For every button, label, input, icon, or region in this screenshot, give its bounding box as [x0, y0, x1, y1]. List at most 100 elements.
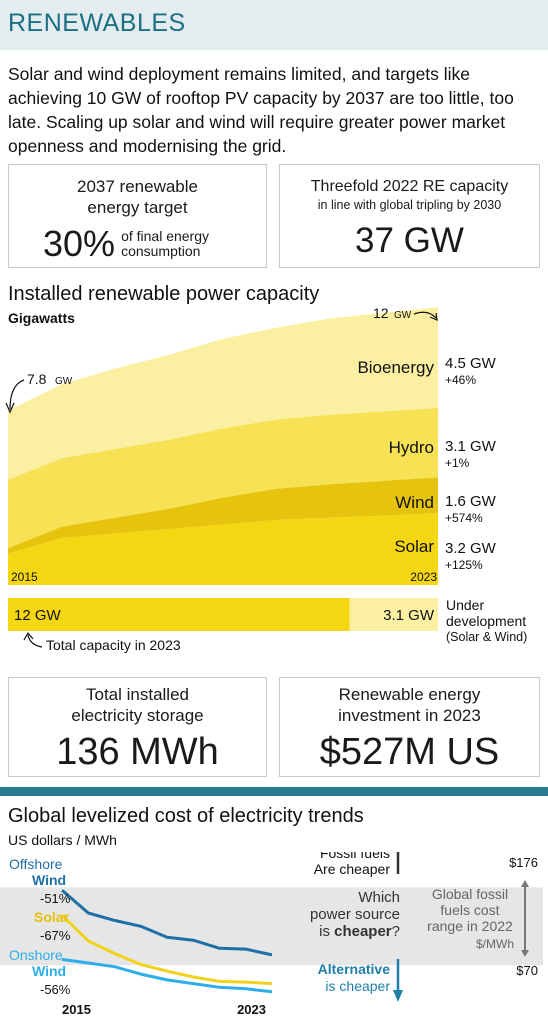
stat-invest-label-1: Renewable energy: [338, 685, 481, 704]
area-layers: [8, 307, 438, 585]
capacity-area-chart: 2015 2023 7.8 GW 12 GW Bioenergy Hydro W…: [5, 305, 497, 585]
alternative-title: Alternative: [318, 961, 391, 977]
lcoe-line-chart: Offshore Wind -51% Solar -67% Onshore Wi…: [0, 852, 543, 1017]
end-annot-arrowhead: [429, 312, 438, 321]
stat-box-threefold: Threefold 2022 RE capacity in line with …: [279, 164, 540, 268]
stat-invest-value: $527M US: [319, 731, 500, 773]
end-annot-value: 12: [373, 305, 389, 321]
start-annot-unit: GW: [55, 376, 73, 387]
stat-target-value: 30%: [43, 223, 116, 264]
stat-target-note-1: of final energy: [121, 228, 210, 244]
band-low-label: $70: [516, 963, 538, 978]
question-1: Which: [358, 889, 400, 906]
bar-note: Total capacity in 2023: [46, 637, 181, 653]
question-3-post: ?: [392, 923, 400, 940]
onshore-label-1: Onshore: [9, 947, 63, 963]
question-3-pre: is: [319, 923, 334, 940]
end-annot-unit: GW: [394, 310, 412, 321]
stat-target-row: 30% of final energy consumption: [43, 220, 209, 268]
value-solar: 3.2 GW: [445, 540, 497, 557]
stat-box-target: 2037 renewable energy target 30% of fina…: [8, 164, 267, 268]
question-3-bold: cheaper: [334, 923, 392, 940]
area-wind: [8, 477, 438, 554]
lcoe-x-start: 2015: [62, 1002, 91, 1017]
bar-note-arrowhead: [23, 631, 34, 641]
value-wind: 1.6 GW: [445, 493, 497, 510]
dev-side-2: development: [446, 613, 526, 629]
value-bioenergy: 4.5 GW: [445, 355, 497, 372]
bar-dev-label: 3.1 GW: [383, 607, 435, 624]
bar-total-capacity: [8, 598, 350, 631]
stat-invest-label-2: investment in 2023: [338, 706, 481, 725]
stat-target-label-1: 2037 renewable: [77, 177, 198, 196]
dev-side-3: (Solar & Wind): [446, 630, 527, 644]
alt-arrow-head: [393, 990, 403, 1002]
stat-box-storage: Total installed electricity storage 136 …: [8, 677, 267, 777]
bar-note-arrow: [27, 634, 43, 648]
bar-total-label: 12 GW: [14, 607, 62, 624]
start-annot-value: 7.8: [27, 371, 47, 387]
line-solar: [60, 914, 273, 986]
stat-storage-label-1: Total installed: [85, 685, 189, 704]
fossil-sub: Are cheaper: [314, 861, 391, 877]
onshore-label-2: Wind: [32, 963, 66, 979]
stat-target-note-2: consumption: [121, 243, 201, 259]
stat-storage-label-2: electricity storage: [71, 706, 204, 725]
onshore-change: -56%: [40, 982, 71, 997]
x-tick-start: 2015: [11, 570, 38, 584]
dev-side-1: Under: [446, 597, 484, 613]
stat-storage-value: 136 MWh: [56, 731, 219, 773]
stat-threefold-label-1: Threefold 2022 RE capacity: [310, 178, 509, 195]
solar-change: -67%: [40, 928, 71, 943]
end-annot-arrow: [413, 311, 437, 319]
label-hydro: Hydro: [389, 438, 434, 457]
band-label-2: fuels cost: [440, 902, 499, 918]
header-bar: RENEWABLES: [0, 0, 548, 50]
capacity-chart-title: Installed renewable power capacity: [8, 283, 320, 305]
label-solar: Solar: [394, 537, 434, 556]
band-label-1: Global fossil: [432, 886, 508, 902]
label-wind: Wind: [395, 493, 434, 512]
line-onshore-wind: [61, 957, 273, 994]
stat-threefold-value: 37 GW: [355, 221, 464, 260]
start-annot-arrowhead: [5, 402, 15, 414]
band-unit: $/MWh: [476, 937, 514, 951]
change-wind: +574%: [445, 511, 483, 525]
offshore-label-1: Offshore: [9, 856, 63, 872]
band-range-top: [521, 880, 529, 887]
line-layers: [60, 889, 273, 994]
solar-label: Solar: [34, 909, 70, 925]
band-high-label: $176: [509, 855, 538, 870]
x-tick-end: 2023: [410, 570, 437, 584]
question-2: power source: [310, 906, 400, 923]
fossil-title: Fossil fuels: [320, 852, 390, 861]
page-title: RENEWABLES: [8, 9, 186, 37]
band-range-bottom: [521, 950, 529, 957]
stat-target-note: of final energy consumption: [121, 229, 209, 259]
line-offshore-wind: [61, 889, 273, 957]
fossil-range-band: [0, 887, 543, 966]
lcoe-chart-title: Global levelized cost of electricity tre…: [8, 805, 364, 827]
lcoe-chart-unit: US dollars / MWh: [8, 832, 117, 848]
capacity-bar: 12 GW 3.1 GW Under development (Solar & …: [8, 597, 527, 653]
offshore-label-2: Wind: [32, 872, 66, 888]
stat-box-investment: Renewable energy investment in 2023 $527…: [279, 677, 540, 777]
label-bioenergy: Bioenergy: [357, 358, 434, 377]
start-annot-arrow: [9, 379, 25, 410]
alternative-sub: is cheaper: [325, 978, 390, 994]
capacity-chart-unit: Gigawatts: [8, 310, 75, 326]
area-hydro: [8, 408, 438, 549]
area-bioenergy: [8, 307, 438, 480]
lcoe-x-end: 2023: [237, 1002, 266, 1017]
area-solar: [8, 513, 438, 585]
value-hydro: 3.1 GW: [445, 438, 497, 455]
section-divider: [0, 787, 548, 796]
change-hydro: +1%: [445, 456, 470, 470]
band-label-3: range in 2022: [427, 918, 513, 934]
stat-target-label-2: energy target: [87, 198, 188, 217]
question-3: is cheaper?: [319, 923, 400, 940]
change-solar: +125%: [445, 558, 483, 572]
offshore-change: -51%: [40, 891, 71, 906]
change-bioenergy: +46%: [445, 373, 476, 387]
intro-paragraph: Solar and wind deployment remains limite…: [8, 64, 514, 156]
